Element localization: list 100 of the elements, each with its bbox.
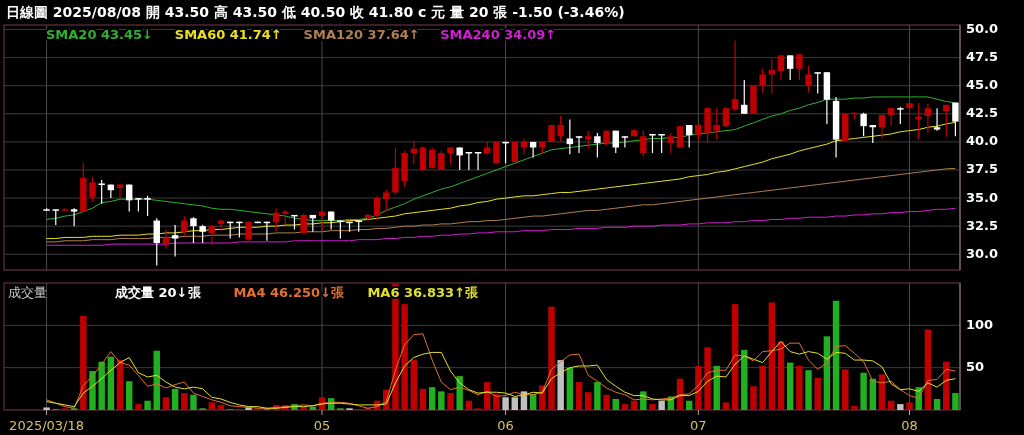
bar <box>805 370 812 410</box>
bar <box>548 306 555 410</box>
bar <box>208 402 216 410</box>
bar <box>741 349 748 410</box>
y-tick-label: 40.0 <box>966 133 999 149</box>
bar <box>43 407 50 410</box>
candlestick <box>658 133 665 154</box>
candlestick <box>943 104 950 138</box>
bar <box>456 376 463 410</box>
y-tick-label: 47.5 <box>966 49 999 65</box>
bar <box>887 400 895 410</box>
candlestick <box>759 68 766 94</box>
candlestick <box>860 112 867 137</box>
bar <box>621 404 629 410</box>
y-tick-label: 45.0 <box>966 77 999 93</box>
bar <box>906 402 913 410</box>
bar <box>135 404 142 410</box>
candlestick <box>428 146 436 170</box>
bar <box>658 400 665 410</box>
bar <box>107 356 115 410</box>
bar <box>731 304 739 410</box>
bar <box>842 369 849 410</box>
bar <box>630 400 638 410</box>
bar <box>585 392 592 410</box>
candlestick <box>373 195 381 222</box>
bar <box>300 406 307 410</box>
bar <box>952 393 959 410</box>
candlestick <box>438 150 445 171</box>
candlestick <box>419 145 427 172</box>
y-tick-label: 32.5 <box>966 217 999 233</box>
bar <box>557 360 564 410</box>
y-tick-label: 37.5 <box>966 161 999 177</box>
candlestick <box>805 64 812 94</box>
bar <box>796 365 803 410</box>
chart-title: 成交量 <box>8 285 47 300</box>
y-tick-label: 30.0 <box>966 245 999 261</box>
text: SMA120 37.64↑ <box>303 27 420 42</box>
candlestick <box>906 102 913 131</box>
candlestick <box>814 71 821 95</box>
bar <box>126 381 133 410</box>
bar <box>566 367 574 410</box>
candlestick <box>144 195 151 217</box>
text: MA4 46.250↓張 <box>233 285 346 300</box>
candlestick <box>952 101 959 137</box>
candlestick <box>741 79 748 115</box>
candlestick <box>89 176 96 203</box>
y-tick-label: 100 <box>966 316 994 332</box>
candlestick <box>98 179 105 205</box>
candlestick <box>70 207 78 227</box>
bar <box>428 387 436 410</box>
candlestick <box>190 216 197 244</box>
text: SMA60 41.74↑ <box>174 27 282 42</box>
chart-title: 日線圖 2025/08/08 開 43.50 高 43.50 低 40.50 收 41.80 c 元 量 20 張 -1.50 (-3.46%) <box>6 4 625 20</box>
candlestick <box>529 141 537 159</box>
candlestick <box>162 228 170 250</box>
candlestick <box>713 107 720 141</box>
bar <box>575 382 583 410</box>
candlestick <box>575 135 583 154</box>
text: SMA20 43.45↓ <box>46 27 153 42</box>
candlestick <box>649 133 656 154</box>
candlestick <box>557 115 564 143</box>
bar <box>759 365 766 410</box>
candlestick <box>786 54 794 81</box>
bar <box>98 361 105 410</box>
candlestick <box>594 132 601 159</box>
candlestick <box>676 125 684 149</box>
candlestick <box>153 217 160 267</box>
candlestick <box>731 40 739 113</box>
candlestick <box>383 189 390 213</box>
bar <box>860 372 867 410</box>
candlestick <box>685 124 693 149</box>
bar <box>447 393 454 410</box>
bar <box>89 371 96 410</box>
bar <box>493 393 500 410</box>
bar <box>612 398 619 410</box>
candlestick <box>667 132 675 154</box>
text: SMA240 34.09↑ <box>440 27 557 42</box>
candlestick <box>520 137 528 155</box>
bar <box>144 400 151 410</box>
candlestick <box>621 135 629 149</box>
bar <box>704 347 711 410</box>
candlestick <box>640 130 647 158</box>
bar <box>171 388 179 410</box>
x-tick-label: 2025/03/18 <box>9 418 85 433</box>
bar <box>685 400 693 410</box>
bar <box>897 404 904 410</box>
bar <box>465 400 473 410</box>
bar <box>786 362 794 410</box>
line-series <box>46 207 956 246</box>
bar <box>401 304 408 410</box>
bar <box>190 394 197 410</box>
line-series <box>46 167 956 243</box>
candlestick <box>208 224 216 246</box>
bar <box>933 398 941 410</box>
x-tick-label: 07 <box>690 418 707 433</box>
bar <box>851 405 858 410</box>
x-tick-label: 06 <box>497 418 514 433</box>
bar <box>419 388 427 410</box>
bar <box>878 374 886 410</box>
bar <box>603 394 610 410</box>
